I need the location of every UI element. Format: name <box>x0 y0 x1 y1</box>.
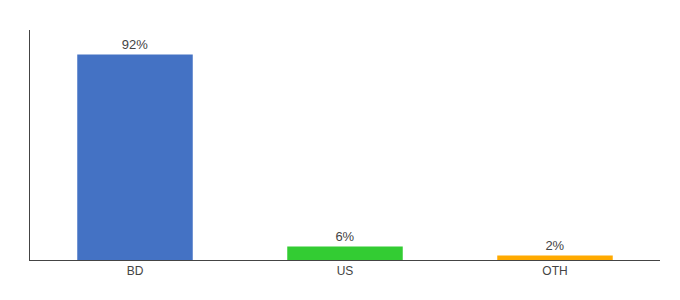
svg-text:6%: 6% <box>335 229 354 244</box>
svg-text:2%: 2% <box>545 238 564 253</box>
svg-text:BD: BD <box>127 264 144 278</box>
svg-text:OTH: OTH <box>542 264 567 278</box>
svg-text:US: US <box>337 264 354 278</box>
svg-text:92%: 92% <box>122 37 148 52</box>
